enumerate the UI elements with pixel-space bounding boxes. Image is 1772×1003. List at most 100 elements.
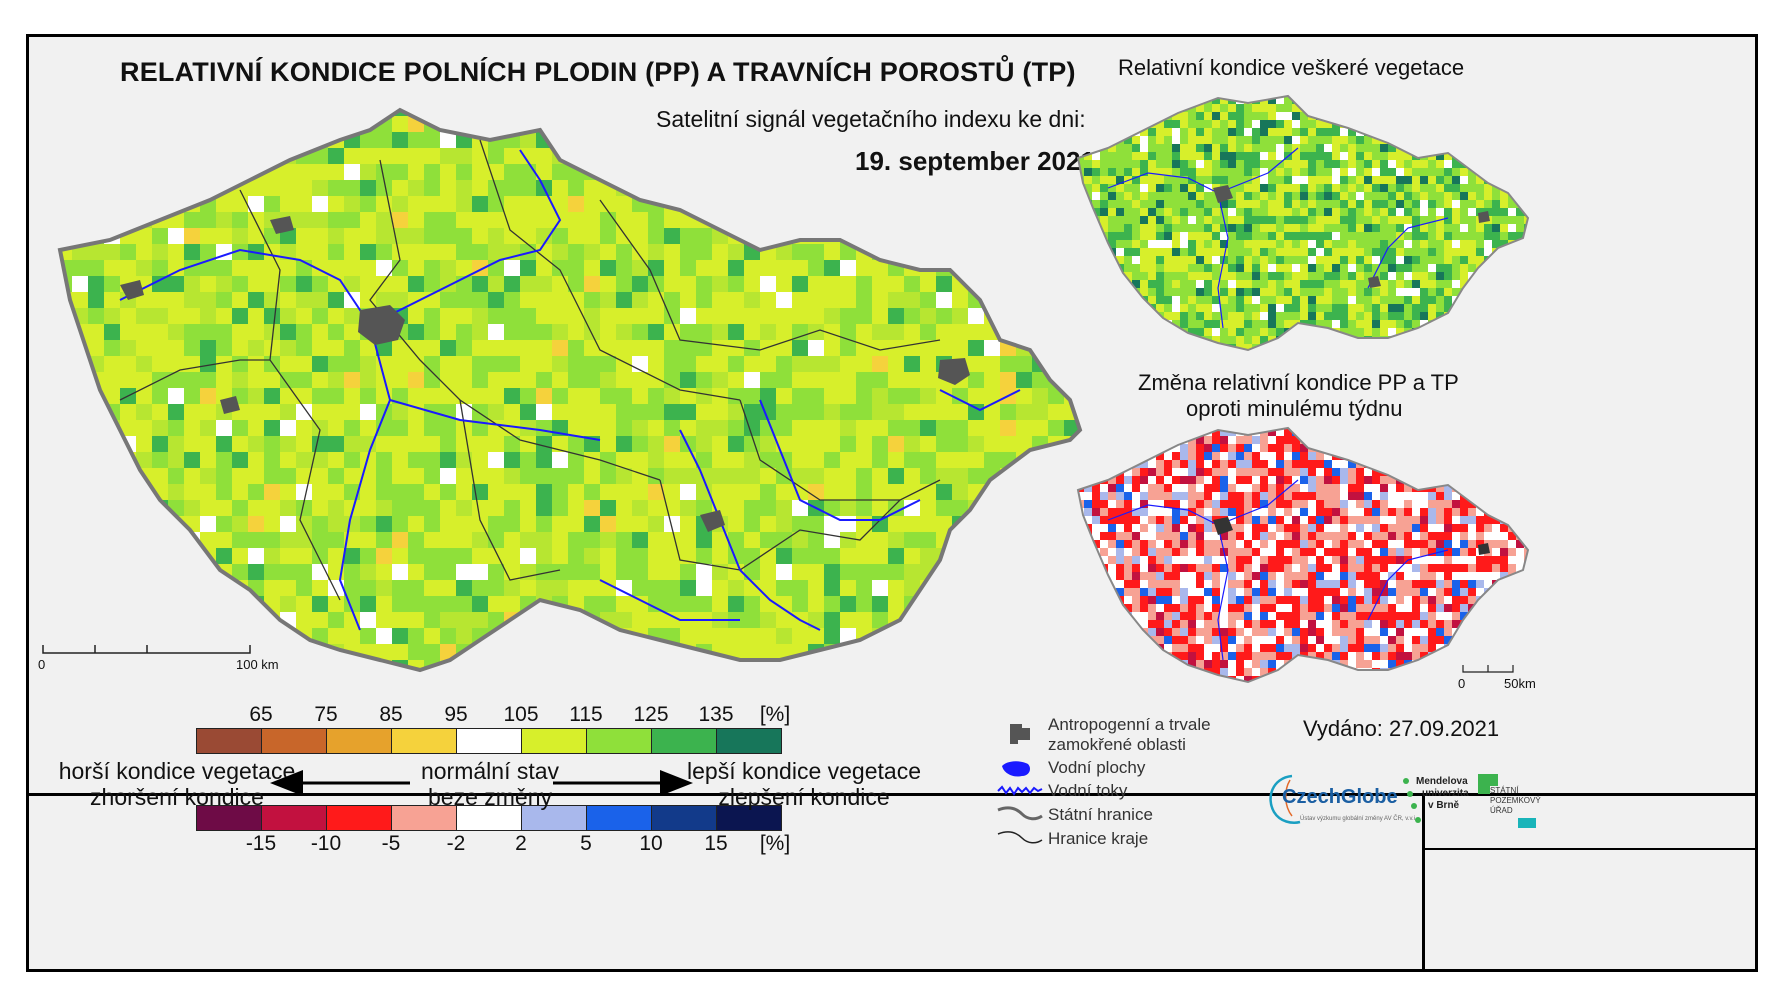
change-color-swatch <box>391 805 457 831</box>
region-border-icon <box>997 831 1043 844</box>
main-scale-end: 100 km <box>236 657 279 672</box>
change-tick-label: [%] <box>759 832 791 855</box>
spu-text: STÁTNÍ POZEMKOVÝ ÚŘAD <box>1490 786 1541 816</box>
change-tick-label: -5 <box>381 832 401 855</box>
condition-color-swatch <box>651 728 717 754</box>
change-tick-label: -10 <box>310 832 342 855</box>
main-map-rivers <box>119 149 1021 631</box>
condition-color-swatch <box>196 728 262 754</box>
condition-tick-label: 135 <box>698 703 734 726</box>
change-color-swatch <box>196 805 262 831</box>
czechglobe-logo <box>1269 774 1301 824</box>
change-tick-label: 5 <box>580 832 592 855</box>
main-scale-zero: 0 <box>38 657 46 672</box>
side-map-2-scale-bar <box>1462 665 1514 673</box>
side-map-2-title-line1: Změna relativní kondice PP a TP <box>1138 370 1459 395</box>
main-map-cells <box>60 110 1080 670</box>
side-map-1-rivers <box>1107 147 1449 329</box>
normal-state-line2: beze změny <box>427 784 552 810</box>
main-map-border <box>57 107 1083 673</box>
mendel-line3: v Brně <box>1428 800 1460 811</box>
side-map-1-cells <box>1078 96 1528 350</box>
change-tick-label: 15 <box>704 832 728 855</box>
change-tick-label: -2 <box>446 832 466 855</box>
river-icon <box>997 785 1043 796</box>
condition-color-swatch <box>326 728 392 754</box>
main-map-urban-areas <box>120 216 970 532</box>
side-scale-zero: 0 <box>1458 676 1466 691</box>
change-color-swatch <box>651 805 717 831</box>
spu-line2: POZEMKOVÝ <box>1490 796 1541 805</box>
urban-area-line2: zamokřené oblasti <box>1048 735 1186 754</box>
main-condition-map <box>42 107 1083 673</box>
condition-tick-label: [%] <box>759 703 791 726</box>
main-map-region-borders <box>119 139 941 601</box>
change-color-swatch <box>716 805 782 831</box>
condition-tick-label: 105 <box>503 703 539 726</box>
condition-color-swatch <box>391 728 457 754</box>
issued-logo-divider <box>1424 848 1758 850</box>
issued-date: Vydáno: 27.09.2021 <box>1303 716 1500 741</box>
side-vegetation-map <box>1076 94 1530 352</box>
mendel-logo <box>1403 778 1421 823</box>
better-condition-line2: zlepšení kondice <box>718 784 890 810</box>
spu-logo <box>1478 774 1536 828</box>
region-border-label: Hranice kraje <box>1048 829 1149 848</box>
condition-color-swatch <box>521 728 587 754</box>
better-condition-label: lepší kondice vegetace zlepšení kondice <box>684 758 924 810</box>
condition-tick-label: 85 <box>379 703 403 726</box>
side-scale-end: 50km <box>1504 676 1536 691</box>
mendel-text: Mendelova univerzita v Brně <box>1416 776 1469 812</box>
change-color-swatch <box>586 805 652 831</box>
change-color-swatch <box>261 805 327 831</box>
side-map-2-cells <box>1078 428 1528 682</box>
main-map-scale-bar <box>42 645 251 654</box>
arrow-right-icon <box>553 770 693 796</box>
side-map-1-title: Relativní kondice veškeré vegetace <box>1118 55 1465 80</box>
water-body-icon <box>1002 761 1030 777</box>
water-body-label: Vodní plochy <box>1048 758 1146 777</box>
state-border-icon <box>997 806 1043 821</box>
better-condition-line1: lepší kondice vegetace <box>687 758 921 784</box>
condition-tick-label: 125 <box>633 703 669 726</box>
change-color-swatch <box>456 805 522 831</box>
condition-color-swatch <box>716 728 782 754</box>
spu-line1: STÁTNÍ <box>1490 786 1519 795</box>
normal-state-label: normální stav beze změny <box>410 758 570 810</box>
map-date: 19. september 2021 <box>855 146 1095 176</box>
worse-condition-label: horší kondice vegetace zhoršení kondice <box>52 758 302 810</box>
mendel-line1: Mendelova <box>1416 776 1468 787</box>
side-map-1-border <box>1076 94 1530 352</box>
change-tick-label: -15 <box>245 832 277 855</box>
condition-color-swatch <box>261 728 327 754</box>
urban-area-icon <box>1010 724 1030 744</box>
issued-divider <box>1422 795 1425 971</box>
czechglobe-text: CzechGlobe <box>1282 786 1398 808</box>
river-label: Vodní toky <box>1048 781 1128 800</box>
side-map-2-title-line2: oproti minulému týdnu <box>1186 396 1403 421</box>
czechglobe-subtext: Ústav výzkumu globální změny AV ČR, v.v.… <box>1300 816 1417 822</box>
change-tick-label: 2 <box>515 832 527 855</box>
condition-color-swatch <box>586 728 652 754</box>
arrow-left-icon <box>270 770 410 796</box>
condition-tick-label: 75 <box>314 703 338 726</box>
side-change-map <box>1076 426 1530 684</box>
side-map-2-rivers <box>1107 479 1449 661</box>
spu-line3: ÚŘAD <box>1490 806 1513 815</box>
worse-condition-line2: zhoršení kondice <box>90 784 264 810</box>
worse-condition-line1: horší kondice vegetace <box>58 758 296 784</box>
condition-color-swatch <box>456 728 522 754</box>
urban-area-line1: Antropogenní a trvale <box>1048 715 1211 734</box>
page-subtitle: Satelitní signál vegetačního indexu ke d… <box>656 106 1086 132</box>
normal-state-line1: normální stav <box>420 758 560 784</box>
urban-area-label: Antropogenní a trvale zamokřené oblasti <box>1048 715 1211 755</box>
state-border-label: Státní hranice <box>1048 805 1153 824</box>
legend-divider <box>26 793 1758 796</box>
change-tick-label: 10 <box>639 832 663 855</box>
condition-tick-label: 95 <box>444 703 468 726</box>
condition-tick-label: 65 <box>249 703 273 726</box>
page-title: RELATIVNÍ KONDICE POLNÍCH PLODIN (PP) A … <box>120 57 1076 87</box>
condition-tick-label: 115 <box>569 703 603 726</box>
change-color-swatch <box>326 805 392 831</box>
mendel-line2: univerzita <box>1422 788 1469 799</box>
